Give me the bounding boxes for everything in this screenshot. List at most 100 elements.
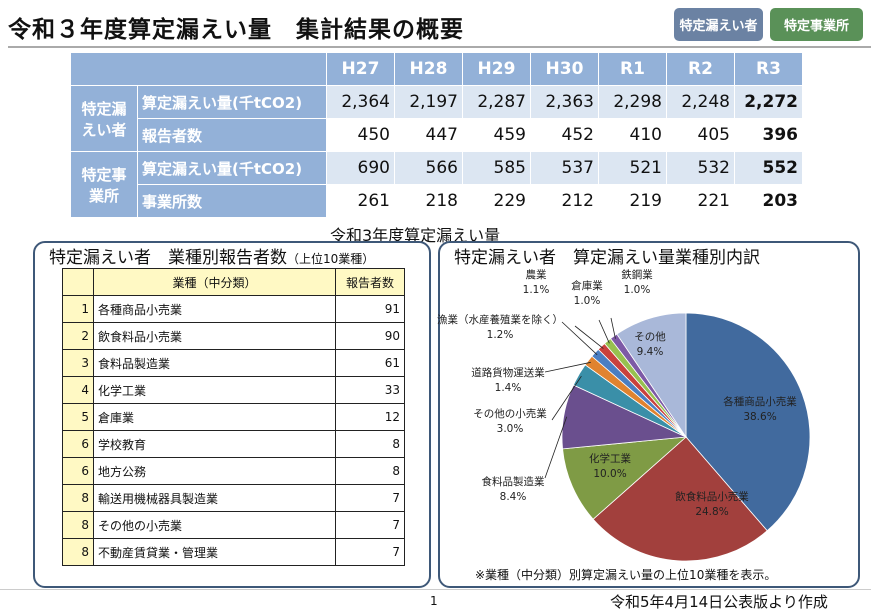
pie-slice xyxy=(562,436,688,520)
slice-label: 道路貨物運送業 1.4% xyxy=(471,366,545,394)
summary-value: 447 xyxy=(394,118,463,152)
summary-value: 585 xyxy=(462,151,531,185)
summary-value: 566 xyxy=(394,151,463,185)
row-label: 報告者数 xyxy=(137,118,327,152)
rank: 8 xyxy=(62,538,94,566)
rank: 2 xyxy=(62,322,94,350)
summary-value: 2,364 xyxy=(326,85,395,119)
summary-value: 212 xyxy=(530,184,599,218)
pie-slice xyxy=(685,312,811,532)
industry-name: 化学工業 xyxy=(93,376,336,404)
industry-name: 不動産賃貸業・管理業 xyxy=(93,538,336,566)
leader-line xyxy=(561,321,598,356)
year-header: R1 xyxy=(598,52,667,86)
leader-line xyxy=(544,416,568,479)
ranking-table: 業種（中分類） 報告者数 1 各種商品小売業 91 2 飲食料品小売業 90 3 食料品製造業… xyxy=(62,268,405,566)
summary-row: 事業所数 261 218 229 212 219 221 203 xyxy=(71,184,803,218)
reporters-button[interactable]: 特定漏えい者 xyxy=(674,8,763,41)
title-divider xyxy=(8,46,871,48)
summary-value: 452 xyxy=(530,118,599,152)
rank-header xyxy=(62,268,94,296)
summary-value: 203 xyxy=(734,184,803,218)
leader-line xyxy=(610,317,616,339)
sites-button[interactable]: 特定事業所 xyxy=(770,8,863,41)
pie-slice xyxy=(616,312,687,439)
group-label: 特定事業所 xyxy=(70,151,138,218)
reporter-count: 12 xyxy=(335,403,405,431)
pie-title: 特定漏えい者 算定漏えい量業種別内訳 xyxy=(454,248,760,268)
table-row: 6 地方公務 8 xyxy=(62,457,405,485)
row-label: 事業所数 xyxy=(137,184,327,218)
leader-line xyxy=(598,319,610,344)
summary-value: 690 xyxy=(326,151,395,185)
year-header: R2 xyxy=(666,52,735,86)
ranking-title-note: （上位10業種） xyxy=(287,252,375,266)
page-number: 1 xyxy=(430,594,438,608)
summary-value: 2,248 xyxy=(666,85,735,119)
ranking-title-text: 特定漏えい者 業種別報告者数 xyxy=(49,248,287,268)
rank: 8 xyxy=(62,511,94,539)
reporter-count: 7 xyxy=(335,484,405,512)
year-header: R3 xyxy=(734,52,803,86)
slice-label: 各種商品小売業 38.6% xyxy=(723,395,797,423)
summary-table: H27 H28 H29 H30 R1 R2 R3 特定漏えい者 算定漏えい量(千t… xyxy=(70,52,803,218)
reporter-count: 7 xyxy=(335,538,405,566)
count-header: 報告者数 xyxy=(335,268,405,296)
reporter-count: 90 xyxy=(335,322,405,350)
summary-value: 221 xyxy=(666,184,735,218)
pie-panel: 特定漏えい者 算定漏えい量業種別内訳 xyxy=(438,241,860,588)
rank: 5 xyxy=(62,403,94,431)
table-row: 8 その他の小売業 7 xyxy=(62,511,405,539)
rank: 6 xyxy=(62,430,94,458)
slice-label: 漁業（水産養殖業を除く） 1.2% xyxy=(437,313,563,341)
industry-name: 倉庫業 xyxy=(93,403,336,431)
leader-line xyxy=(574,325,604,349)
summary-value: 218 xyxy=(394,184,463,218)
reporter-count: 8 xyxy=(335,457,405,485)
slice-label: 食料品製造業 8.4% xyxy=(482,475,545,503)
year-header: H28 xyxy=(394,52,463,86)
ranking-title: 特定漏えい者 業種別報告者数（上位10業種） xyxy=(49,243,429,268)
reporter-count: 61 xyxy=(335,349,405,377)
row-label: 算定漏えい量(千tCO2) xyxy=(137,85,327,119)
table-row: 5 倉庫業 12 xyxy=(62,403,405,431)
slice-label: 化学工業 10.0% xyxy=(589,452,631,480)
leader-line xyxy=(544,361,591,373)
group-label: 特定漏えい者 xyxy=(70,85,138,152)
summary-value: 521 xyxy=(598,151,667,185)
slice-label: その他の小売業 3.0% xyxy=(473,407,547,435)
year-header: H29 xyxy=(462,52,531,86)
industry-header: 業種（中分類） xyxy=(93,268,336,296)
table-row: 3 食料品製造業 61 xyxy=(62,349,405,377)
row-label: 算定漏えい量(千tCO2) xyxy=(137,151,327,185)
summary-value: 2,272 xyxy=(734,85,803,119)
slice-label: 飲食料品小売業 24.8% xyxy=(675,490,749,518)
summary-row: 特定漏えい者 算定漏えい量(千tCO2) 2,364 2,197 2,287 2,363 2… xyxy=(70,85,803,152)
footer-divider xyxy=(0,589,871,590)
page-title: 令和３年度算定漏えい量 集計結果の概要 xyxy=(8,17,464,43)
summary-value: 261 xyxy=(326,184,395,218)
table-row: 6 学校教育 8 xyxy=(62,430,405,458)
table-row: 1 各種商品小売業 91 xyxy=(62,295,405,323)
ranking-panel: 特定漏えい者 業種別報告者数（上位10業種） xyxy=(33,241,431,588)
industry-name: その他の小売業 xyxy=(93,511,336,539)
leader-line xyxy=(551,375,582,421)
industry-name: 各種商品小売業 xyxy=(93,295,336,323)
slice-label: 鉄鋼業 1.0% xyxy=(621,268,653,296)
rank: 1 xyxy=(62,295,94,323)
slice-label: 倉庫業 1.0% xyxy=(571,279,603,307)
summary-value: 552 xyxy=(734,151,803,185)
summary-row: 特定事業所 算定漏えい量(千tCO2) 690 566 585 537 521 532 552 xyxy=(70,151,803,218)
summary-value: 532 xyxy=(666,151,735,185)
rank: 6 xyxy=(62,457,94,485)
chart-note: ※業種（中分類）別算定漏えい量の上位10業種を表示。 xyxy=(475,568,777,582)
year-header: H27 xyxy=(326,52,395,86)
industry-name: 食料品製造業 xyxy=(93,349,336,377)
section-subtitle: 令和3年度算定漏えい量 xyxy=(330,226,501,245)
summary-row: 報告者数 450 447 459 452 410 405 396 xyxy=(71,118,803,152)
table-row: 4 化学工業 33 xyxy=(62,376,405,404)
table-row: 2 飲食料品小売業 90 xyxy=(62,322,405,350)
pie-slice xyxy=(592,436,768,562)
summary-value: 229 xyxy=(462,184,531,218)
